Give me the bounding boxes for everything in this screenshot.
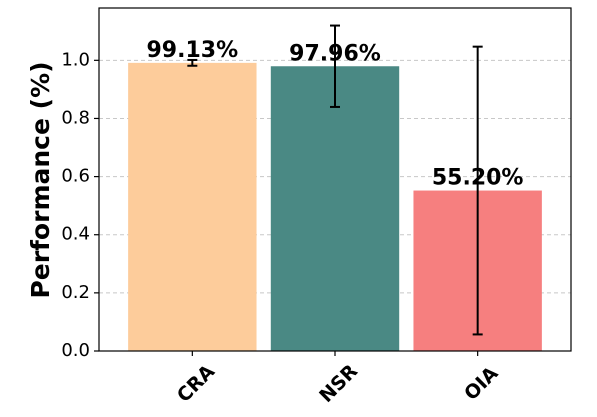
bar-nsr	[270, 66, 400, 351]
y-axis-ticks: 0.0 0.2 0.4 0.6 0.8 1.0	[61, 49, 99, 361]
x-tick-label-nsr: NSR	[315, 360, 362, 407]
data-label-cra: 99.13%	[147, 38, 239, 63]
x-tick-label-oia: OIA	[460, 362, 503, 405]
y-tick-label: 0.8	[61, 107, 90, 128]
y-tick-label: 0.0	[61, 340, 90, 361]
bar-cra	[128, 62, 257, 352]
x-tick-label-cra: CRA	[173, 360, 219, 406]
y-axis-label: Performance (%)	[26, 61, 55, 298]
data-label-oia: 55.20%	[432, 166, 524, 191]
y-tick-label: 0.2	[61, 282, 90, 303]
y-tick-label: 0.4	[61, 224, 90, 245]
x-axis-ticks: CRA NSR OIA	[173, 351, 503, 407]
error-bars	[187, 24, 483, 336]
y-tick-label: 1.0	[61, 49, 90, 70]
y-tick-label: 0.6	[61, 166, 90, 187]
data-label-nsr: 97.96%	[289, 41, 381, 66]
data-labels: 99.13% 97.96% 55.20%	[147, 38, 524, 191]
